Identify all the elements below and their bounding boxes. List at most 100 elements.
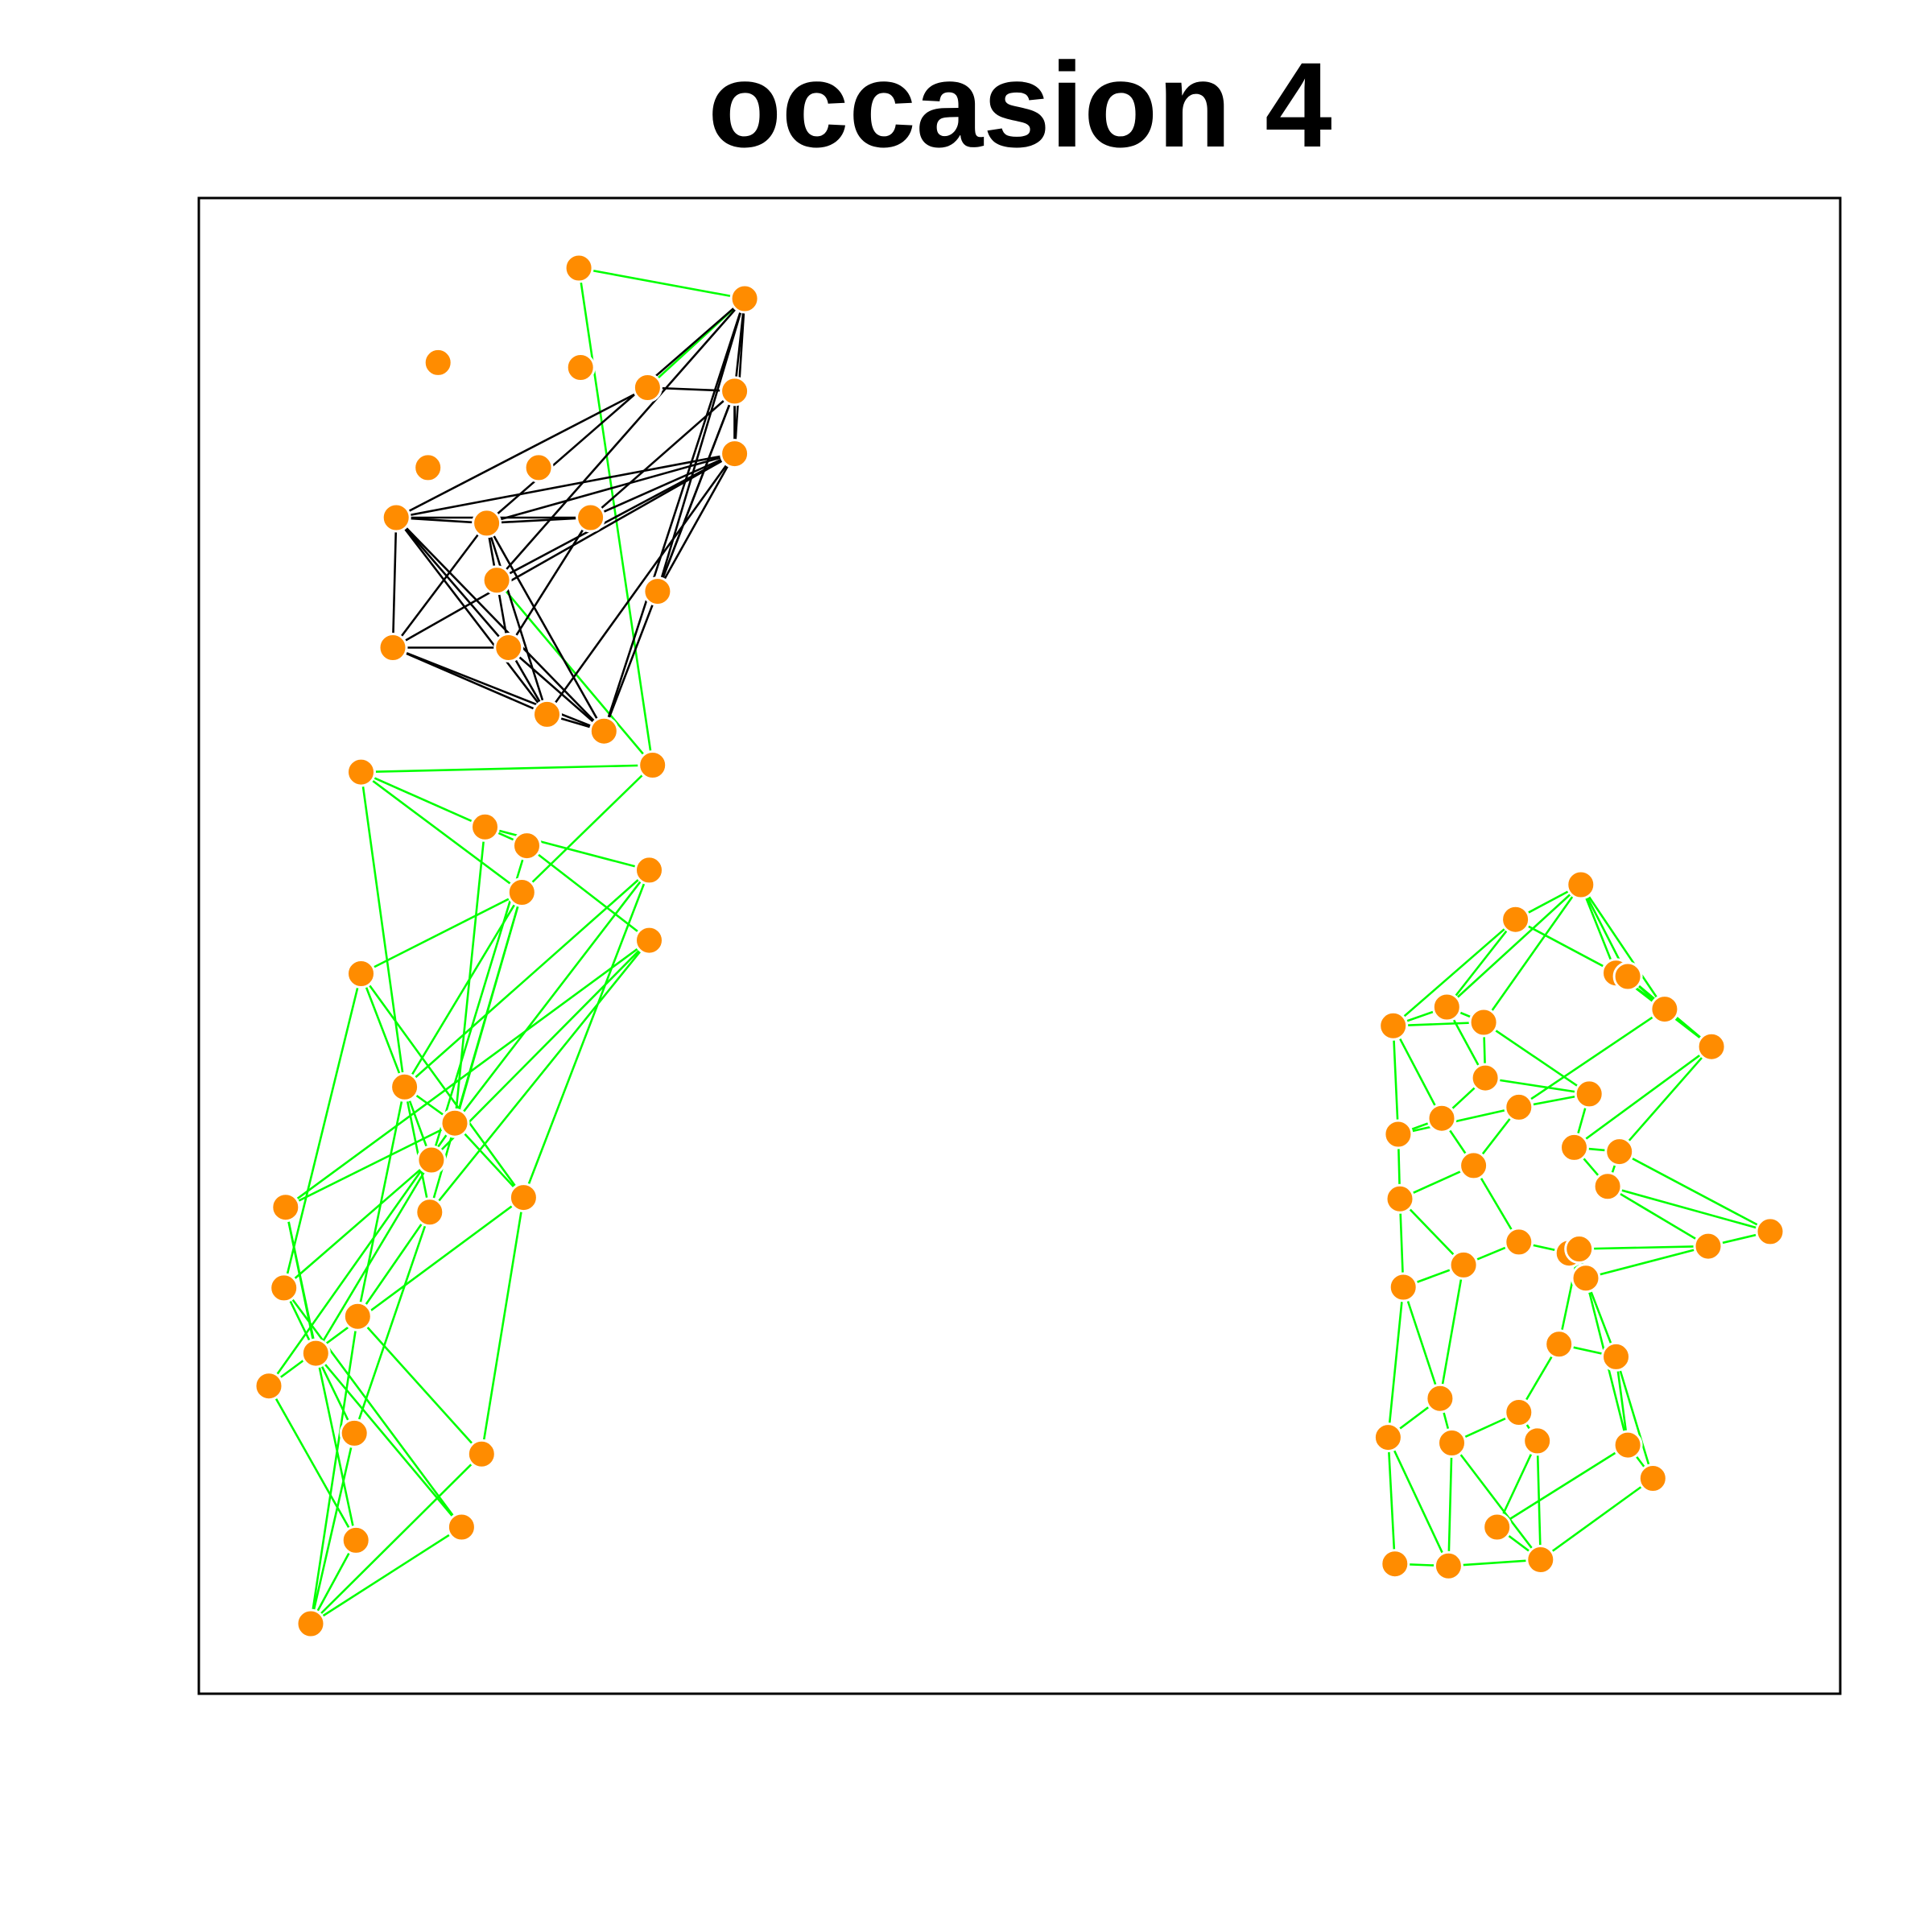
- edge-other: [521, 764, 654, 894]
- network-node: [642, 576, 673, 607]
- network-node: [1388, 1272, 1418, 1302]
- edge-other: [1446, 884, 1582, 1008]
- edge-other: [1579, 1245, 1709, 1250]
- network-node: [1425, 1383, 1455, 1414]
- edge-other: [267, 1385, 357, 1542]
- network-node: [1571, 1263, 1601, 1294]
- edge-other: [283, 973, 362, 1289]
- edge-other: [284, 1207, 357, 1541]
- network-node: [1544, 1329, 1575, 1360]
- network-node: [341, 1525, 371, 1555]
- network-node: [1378, 1010, 1409, 1041]
- edge-other: [1496, 1443, 1629, 1529]
- edge-other: [1446, 919, 1517, 1008]
- edge-other: [453, 869, 650, 1124]
- edge-other: [1447, 1443, 1453, 1567]
- network-node: [720, 376, 750, 407]
- network-node: [634, 855, 664, 886]
- edge-other: [1392, 1026, 1400, 1135]
- edge-within: [395, 517, 605, 733]
- edge-other: [1392, 1025, 1443, 1119]
- network-node: [413, 452, 444, 483]
- edge-other: [1387, 1286, 1405, 1438]
- edge-within: [656, 298, 746, 592]
- edge-other: [360, 770, 486, 828]
- network-node: [1437, 1428, 1467, 1458]
- network-node: [1468, 1007, 1499, 1038]
- network-node: [300, 1338, 331, 1368]
- network-node: [1592, 1171, 1623, 1202]
- network-node: [1373, 1422, 1403, 1453]
- network-node: [378, 633, 408, 663]
- edge-other: [453, 827, 486, 1124]
- edge-other: [309, 1539, 357, 1624]
- network-node: [346, 959, 376, 989]
- network-node: [1385, 1183, 1415, 1214]
- edge-other: [1615, 1356, 1654, 1479]
- edge-within: [395, 386, 648, 519]
- network-node: [1612, 961, 1643, 992]
- network-node: [416, 1145, 447, 1175]
- network-node: [1501, 904, 1531, 935]
- edge-within: [589, 390, 736, 518]
- network-node: [254, 1371, 284, 1402]
- network-node: [1755, 1216, 1785, 1247]
- edge-within: [656, 452, 736, 592]
- edge-other: [285, 939, 650, 1208]
- edge-other: [1387, 1437, 1450, 1567]
- network-node: [342, 1301, 373, 1331]
- edge-other: [454, 1122, 525, 1199]
- edge-other: [1540, 1477, 1654, 1561]
- edge-other: [1392, 919, 1517, 1027]
- network-node: [1612, 1430, 1643, 1460]
- network-node: [588, 716, 619, 746]
- network-node: [493, 633, 524, 663]
- edge-other: [360, 771, 523, 894]
- edge-within: [392, 452, 736, 649]
- edge-other: [1393, 1021, 1484, 1027]
- edge-within: [485, 522, 548, 715]
- edge-other: [1619, 1150, 1771, 1233]
- edge-within: [733, 298, 746, 454]
- edge-other: [360, 972, 525, 1199]
- network-node: [576, 502, 606, 533]
- edge-within: [391, 522, 488, 649]
- network-node: [506, 877, 537, 907]
- edge-other: [403, 1087, 431, 1213]
- network-node: [1574, 1079, 1604, 1109]
- edge-within: [395, 517, 548, 716]
- edge-within: [496, 452, 736, 581]
- edge-other: [403, 869, 650, 1088]
- network-node: [532, 699, 562, 729]
- network-node: [415, 1197, 445, 1228]
- nodes-group: [254, 253, 1785, 1639]
- network-node: [1383, 1119, 1414, 1150]
- edge-other: [361, 764, 653, 774]
- network-node: [481, 565, 512, 596]
- network-node: [1522, 1426, 1553, 1456]
- edge-within: [603, 298, 746, 732]
- edge-within: [395, 452, 735, 519]
- edge-other: [283, 1287, 463, 1528]
- network-node: [638, 750, 668, 780]
- network-node: [729, 283, 760, 314]
- edge-other: [360, 973, 406, 1088]
- edge-other: [1585, 1245, 1709, 1280]
- network-node: [1431, 992, 1462, 1022]
- network-node: [1448, 1249, 1479, 1280]
- edge-other: [1402, 1286, 1442, 1399]
- network-node: [346, 757, 376, 787]
- network-node: [564, 253, 594, 283]
- network-node: [470, 811, 500, 842]
- edge-other: [1451, 1442, 1542, 1561]
- edge-other: [310, 1525, 463, 1625]
- network-node: [1433, 1550, 1463, 1581]
- network-node: [1649, 994, 1680, 1025]
- network-node: [1564, 1234, 1595, 1264]
- edges-other-group: [267, 266, 1771, 1625]
- edge-within: [603, 390, 736, 732]
- network-node: [720, 439, 750, 469]
- edge-within: [485, 522, 605, 732]
- network-node: [1693, 1231, 1724, 1261]
- edge-other: [1514, 919, 1617, 974]
